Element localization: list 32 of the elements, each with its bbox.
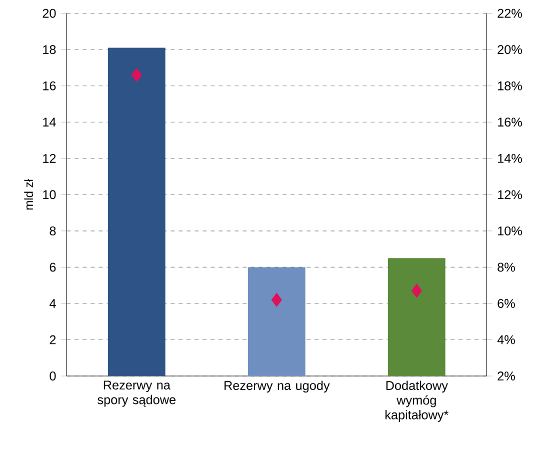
y-tick-label: 10	[43, 190, 56, 200]
y2-tick-label: 16%	[498, 118, 522, 127]
y2-tick-label: 12%	[498, 190, 522, 200]
y2-tick-label: 14%	[498, 154, 522, 163]
y-tick-label: 14	[43, 118, 56, 126]
x-tick-label: Dodatkowy wymóg kapitałowy*	[385, 380, 448, 422]
bar	[248, 267, 306, 376]
point	[131, 68, 142, 82]
y-tick-label: 0	[50, 372, 56, 380]
y-tick-label: 4	[50, 299, 56, 308]
y2-tick-label: 22%	[498, 8, 522, 18]
y-axis-title: mld zł	[24, 179, 34, 210]
y2-tick-label: 2%	[498, 372, 515, 380]
bar	[108, 48, 166, 376]
y-tick-label: 20	[42, 8, 56, 18]
y-tick-label: 18	[43, 45, 56, 54]
y-tick-label: 2	[50, 335, 56, 344]
y2-tick-label: 10%	[498, 226, 522, 236]
x-tick-label: Rezerwy na ugody	[224, 380, 330, 393]
point	[271, 292, 282, 307]
bar	[388, 258, 446, 376]
y-tick-label: 16	[43, 81, 56, 90]
point	[411, 284, 422, 298]
y2-tick-label: 20%	[498, 45, 522, 54]
y-tick-label: 12	[43, 154, 56, 163]
x-tick-label: Rezerwy na spory sądowe	[98, 380, 176, 407]
y-tick-label: 6	[50, 262, 56, 272]
y2-tick-label: 4%	[497, 335, 515, 344]
y-tick-label: 8	[50, 226, 56, 236]
y2-tick-label: 18%	[498, 81, 522, 90]
y2-tick-label: 8%	[498, 262, 515, 272]
y2-tick-label: 6%	[498, 298, 515, 308]
